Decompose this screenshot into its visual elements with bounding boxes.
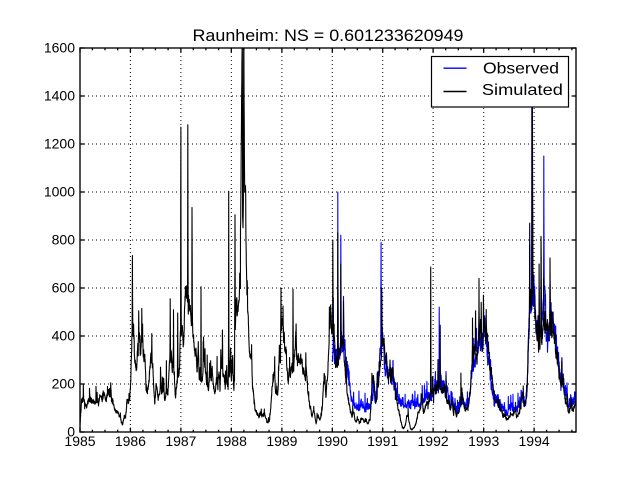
svg-text:1990: 1990 (317, 433, 348, 449)
svg-text:1991: 1991 (367, 433, 398, 449)
svg-text:1400: 1400 (44, 88, 75, 104)
svg-text:Simulated: Simulated (482, 82, 563, 99)
svg-text:1994: 1994 (519, 433, 550, 449)
svg-text:1992: 1992 (418, 433, 449, 449)
svg-text:1989: 1989 (266, 433, 297, 449)
svg-text:1986: 1986 (115, 433, 146, 449)
svg-text:600: 600 (52, 280, 76, 296)
svg-text:Raunheim: NS = 0.601233620949: Raunheim: NS = 0.601233620949 (193, 26, 464, 45)
svg-text:0: 0 (67, 424, 75, 440)
svg-text:1987: 1987 (165, 433, 196, 449)
svg-text:400: 400 (52, 328, 76, 344)
svg-text:800: 800 (52, 232, 76, 248)
svg-text:Observed: Observed (483, 61, 559, 78)
svg-text:200: 200 (52, 376, 76, 392)
svg-text:1600: 1600 (44, 40, 75, 56)
svg-text:1993: 1993 (468, 433, 499, 449)
svg-text:1985: 1985 (64, 433, 95, 449)
svg-text:1200: 1200 (44, 136, 75, 152)
svg-text:1988: 1988 (216, 433, 247, 449)
svg-text:1000: 1000 (44, 184, 75, 200)
